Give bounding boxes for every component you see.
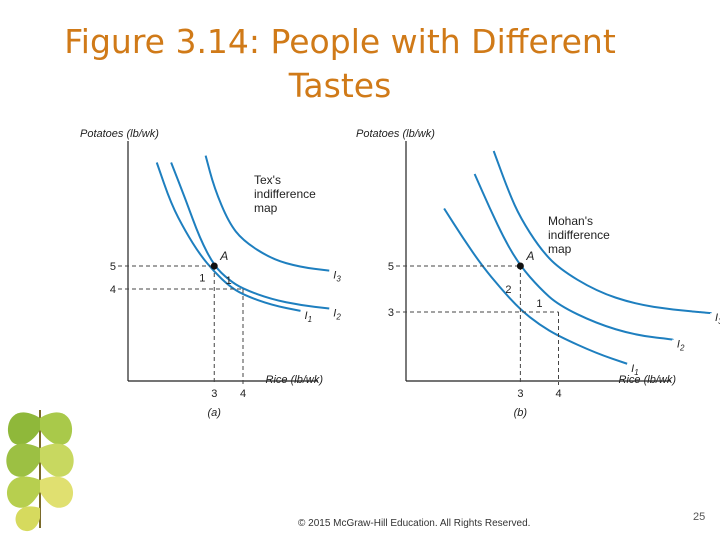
panel-b-point-a	[516, 262, 524, 270]
panel-a-panel-label: (a)	[208, 407, 222, 419]
panel-a-curve-label-i1: I1	[305, 310, 313, 324]
panel-b-y-tick-0: 5	[388, 261, 394, 273]
panel-b-map-label-line-0: Mohan's	[548, 214, 593, 228]
panel-b-x-tick-0: 3	[517, 388, 523, 400]
panel-a-point-a-label: A	[219, 249, 228, 263]
copyright-footer: © 2015 McGraw-Hill Education. All Rights…	[298, 518, 531, 529]
panel-a-curve-i1	[155, 162, 301, 312]
panel-a-y-axis-label: Potatoes (lb/wk)	[80, 128, 159, 140]
panel-b-step-label-horizontal: 1	[536, 298, 542, 310]
panel-b-x-axis-label: Rice (lb/wk)	[619, 374, 677, 386]
panel-b-y-tick-1: 3	[388, 307, 394, 319]
panel-b-point-a-label: A	[525, 249, 534, 263]
panel-b-map-label-line-2: map	[548, 242, 572, 256]
panel-b-curve-label-i1: I1	[631, 363, 639, 377]
panel-b-curve-i2	[473, 173, 674, 341]
panel-b-map-label-line-1: indifference	[548, 228, 610, 242]
panel-b-y-axis-label: Potatoes (lb/wk)	[356, 128, 435, 140]
page-number: 25	[693, 511, 706, 523]
panel-a-step-label-vertical: 1	[199, 273, 205, 285]
panel-b-x-tick-1: 4	[555, 388, 561, 400]
panel-a-curve-i3	[204, 155, 330, 272]
panel-a-curve-label-i2: I2	[333, 308, 341, 322]
panel-a-x-tick-0: 3	[211, 388, 217, 400]
panel-b-step-label-vertical: 2	[505, 284, 511, 296]
panel-a-map-label-line-0: Tex's	[254, 173, 281, 187]
panel-a-y-tick-0: 5	[110, 261, 116, 273]
panel-a-curve-i2	[170, 162, 330, 310]
panel-a-x-axis-label: Rice (lb/wk)	[266, 374, 324, 386]
panel-b-panel-label: (b)	[514, 407, 528, 419]
panel-b-curve-label-i2: I2	[677, 339, 685, 353]
page-title: Figure 3.14: People with Different Taste…	[40, 20, 640, 108]
panel-b-curve-i3	[492, 150, 712, 315]
panel-a-point-a	[210, 262, 218, 270]
panel-a-y-tick-1: 4	[110, 284, 116, 296]
panel-a-map-label-line-2: map	[254, 201, 278, 215]
panel-b-curve-label-i3: I3	[715, 312, 720, 326]
title-line-2: Tastes	[288, 66, 392, 105]
panel-a-curve-label-i3: I3	[333, 270, 341, 284]
panel-a-map-label-line-1: indifference	[254, 187, 316, 201]
panel-a-x-tick-1: 4	[240, 388, 246, 400]
title-line-1: Figure 3.14: People with Different	[64, 22, 616, 61]
panel-a-step-label-horizontal: 1	[226, 275, 232, 287]
